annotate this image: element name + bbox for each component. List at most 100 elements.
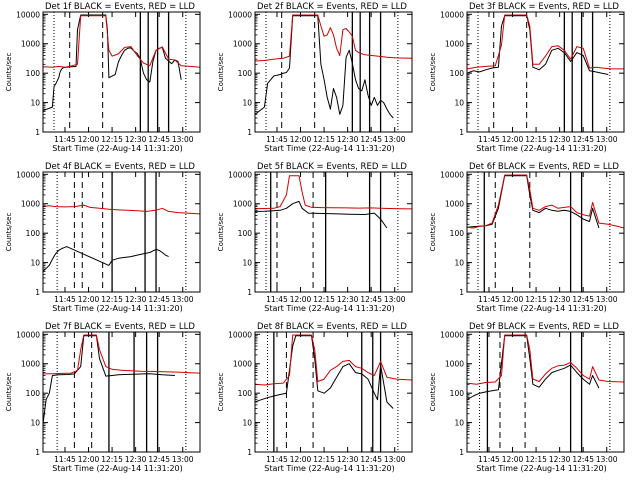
panel-8-ytick-label-4: 1000 bbox=[233, 360, 252, 369]
panel-8-xtick-label-3: 12:15 bbox=[313, 455, 335, 464]
panel-5-lld-line bbox=[255, 175, 412, 210]
detector-panel-4: Det 4f BLACK = Events, RED = LLD 1 10 100 10… bbox=[5, 162, 201, 313]
panel-2-ytick-label-3: 100 bbox=[238, 69, 253, 78]
panel-6-xtick-label-4: 12:30 bbox=[549, 295, 571, 304]
detector-panel-3: Det 3f BLACK = Events, RED = LLD 1 10 100 10… bbox=[429, 2, 625, 153]
panel-1-ytick-label-5: 10000 bbox=[16, 10, 40, 19]
panel-3-ytick-label-3: 100 bbox=[450, 69, 465, 78]
panel-8-ylabel: Counts/sec bbox=[217, 373, 225, 412]
panel-7-xtick-label-1: 11:45 bbox=[54, 455, 76, 464]
panel-4-ytick-label-1: 1 bbox=[35, 288, 40, 297]
panel-4-ytick-label-4: 1000 bbox=[21, 200, 40, 209]
panel-5-ylabel: Counts/sec bbox=[217, 213, 225, 252]
panel-1-frame bbox=[42, 11, 201, 133]
panel-3-events-line bbox=[467, 15, 609, 75]
panel-8-lld-line bbox=[255, 334, 412, 386]
panel-1-xtick-label-2: 12:00 bbox=[78, 135, 100, 144]
detector-panel-2: Det 2f BLACK = Events, RED = LLD 1 10 100 10… bbox=[217, 2, 413, 153]
panel-6-xlabel: Start Time (22-Aug-14 11:31:20) bbox=[476, 304, 607, 313]
panel-2-xlabel: Start Time (22-Aug-14 11:31:20) bbox=[264, 144, 395, 153]
panel-3-ytick-label-2: 10 bbox=[454, 99, 464, 108]
panel-2-title: Det 2f BLACK = Events, RED = LLD bbox=[257, 2, 407, 12]
panel-8-xlabel: Start Time (22-Aug-14 11:31:20) bbox=[264, 464, 395, 473]
panel-8-ytick-label-1: 1 bbox=[247, 448, 252, 457]
panel-2-ytick-label-5: 10000 bbox=[228, 10, 252, 19]
panel-9-frame bbox=[466, 331, 625, 453]
detector-panel-7: Det 7f BLACK = Events, RED = LLD 1 10 100 10… bbox=[5, 322, 201, 473]
panel-7-xtick-label-5: 12:45 bbox=[148, 455, 170, 464]
panel-3-ylabel: Counts/sec bbox=[429, 53, 437, 92]
panel-9-xtick-label-6: 13:00 bbox=[596, 455, 618, 464]
panel-8-title: Det 8f BLACK = Events, RED = LLD bbox=[257, 322, 407, 332]
panel-4-ylabel: Counts/sec bbox=[5, 213, 13, 252]
panel-1-events-line bbox=[43, 14, 182, 112]
panel-7-ytick-label-3: 100 bbox=[26, 389, 41, 398]
panel-3-xtick-label-2: 12:00 bbox=[502, 135, 524, 144]
panel-6-title: Det 6f BLACK = Events, RED = LLD bbox=[469, 162, 619, 172]
panel-4-xtick-label-3: 12:15 bbox=[101, 295, 123, 304]
panel-5-ytick-label-1: 1 bbox=[247, 288, 252, 297]
panel-2-ytick-label-4: 1000 bbox=[233, 40, 252, 49]
panel-3-xtick-label-5: 12:45 bbox=[572, 135, 594, 144]
panel-1-ytick-label-3: 100 bbox=[26, 69, 41, 78]
panel-3-ytick-label-5: 10000 bbox=[440, 10, 464, 19]
panel-9-xtick-label-4: 12:30 bbox=[549, 455, 571, 464]
panel-3-ytick-label-1: 1 bbox=[459, 128, 464, 137]
panel-1-lld-line bbox=[43, 15, 200, 68]
panel-6-xtick-label-1: 11:45 bbox=[478, 295, 500, 304]
panel-3-title: Det 3f BLACK = Events, RED = LLD bbox=[469, 2, 619, 12]
panel-7-ytick-label-1: 1 bbox=[35, 448, 40, 457]
panel-6-ylabel: Counts/sec bbox=[429, 213, 437, 252]
detector-panel-6: Det 6f BLACK = Events, RED = LLD 1 10 100 10… bbox=[429, 162, 625, 313]
panel-4-xlabel: Start Time (22-Aug-14 11:31:20) bbox=[52, 304, 183, 313]
panel-6-ytick-label-4: 1000 bbox=[445, 200, 464, 209]
panel-4-xtick-label-5: 12:45 bbox=[148, 295, 170, 304]
panel-3-xtick-label-1: 11:45 bbox=[478, 135, 500, 144]
panel-7-ytick-label-2: 10 bbox=[30, 419, 40, 428]
panel-1-xtick-label-5: 12:45 bbox=[148, 135, 170, 144]
panel-3-xlabel: Start Time (22-Aug-14 11:31:20) bbox=[476, 144, 607, 153]
panel-5-ytick-label-5: 10000 bbox=[228, 170, 252, 179]
panel-6-events-line bbox=[467, 175, 600, 229]
panel-8-ytick-label-5: 10000 bbox=[228, 330, 252, 339]
panel-5-frame bbox=[254, 171, 413, 293]
panel-5-xtick-label-2: 12:00 bbox=[290, 295, 312, 304]
panel-5-xlabel: Start Time (22-Aug-14 11:31:20) bbox=[264, 304, 395, 313]
panel-7-ylabel: Counts/sec bbox=[5, 373, 13, 412]
panel-1-time-markers bbox=[53, 12, 187, 132]
panel-8-events-line bbox=[255, 335, 394, 409]
panel-6-time-markers bbox=[477, 172, 611, 292]
panel-2-xtick-label-6: 13:00 bbox=[384, 135, 406, 144]
panel-2-ylabel: Counts/sec bbox=[217, 53, 225, 92]
panel-1-ytick-label-1: 1 bbox=[35, 128, 40, 137]
panel-5-xtick-label-6: 13:00 bbox=[384, 295, 406, 304]
panel-6-frame bbox=[466, 171, 625, 293]
detector-panel-1: Det 1f BLACK = Events, RED = LLD 1 10 100 10… bbox=[5, 2, 201, 153]
panel-6-ytick-label-1: 1 bbox=[459, 288, 464, 297]
panel-2-ytick-label-2: 10 bbox=[242, 99, 252, 108]
panel-9-ytick-label-5: 10000 bbox=[440, 330, 464, 339]
panel-7-xtick-label-4: 12:30 bbox=[125, 455, 147, 464]
detector-panel-5: Det 5f BLACK = Events, RED = LLD 1 10 100 10… bbox=[217, 162, 413, 313]
panel-3-xtick-label-4: 12:30 bbox=[549, 135, 571, 144]
panel-4-xtick-label-1: 11:45 bbox=[54, 295, 76, 304]
panel-6-xtick-label-6: 13:00 bbox=[596, 295, 618, 304]
panel-9-title: Det 9f BLACK = Events, RED = LLD bbox=[469, 322, 619, 332]
panel-2-xtick-label-3: 12:15 bbox=[313, 135, 335, 144]
panel-8-xtick-label-5: 12:45 bbox=[360, 455, 382, 464]
panel-9-ylabel: Counts/sec bbox=[429, 373, 437, 412]
panel-1-ytick-label-4: 1000 bbox=[21, 40, 40, 49]
panel-5-title: Det 5f BLACK = Events, RED = LLD bbox=[257, 162, 407, 172]
panel-8-xtick-label-2: 12:00 bbox=[290, 455, 312, 464]
panel-8-ytick-label-2: 10 bbox=[242, 419, 252, 428]
panel-3-xtick-label-3: 12:15 bbox=[525, 135, 547, 144]
panel-7-ytick-label-4: 1000 bbox=[21, 360, 40, 369]
panel-1-ylabel: Counts/sec bbox=[5, 53, 13, 92]
panel-6-ytick-label-3: 100 bbox=[450, 229, 465, 238]
panel-3-time-markers bbox=[477, 12, 611, 132]
panel-3-ytick-label-4: 1000 bbox=[445, 40, 464, 49]
panel-5-ytick-label-2: 10 bbox=[242, 259, 252, 268]
panel-9-ytick-label-1: 1 bbox=[459, 448, 464, 457]
panel-2-time-markers bbox=[265, 12, 399, 132]
panel-9-time-markers bbox=[479, 332, 611, 452]
